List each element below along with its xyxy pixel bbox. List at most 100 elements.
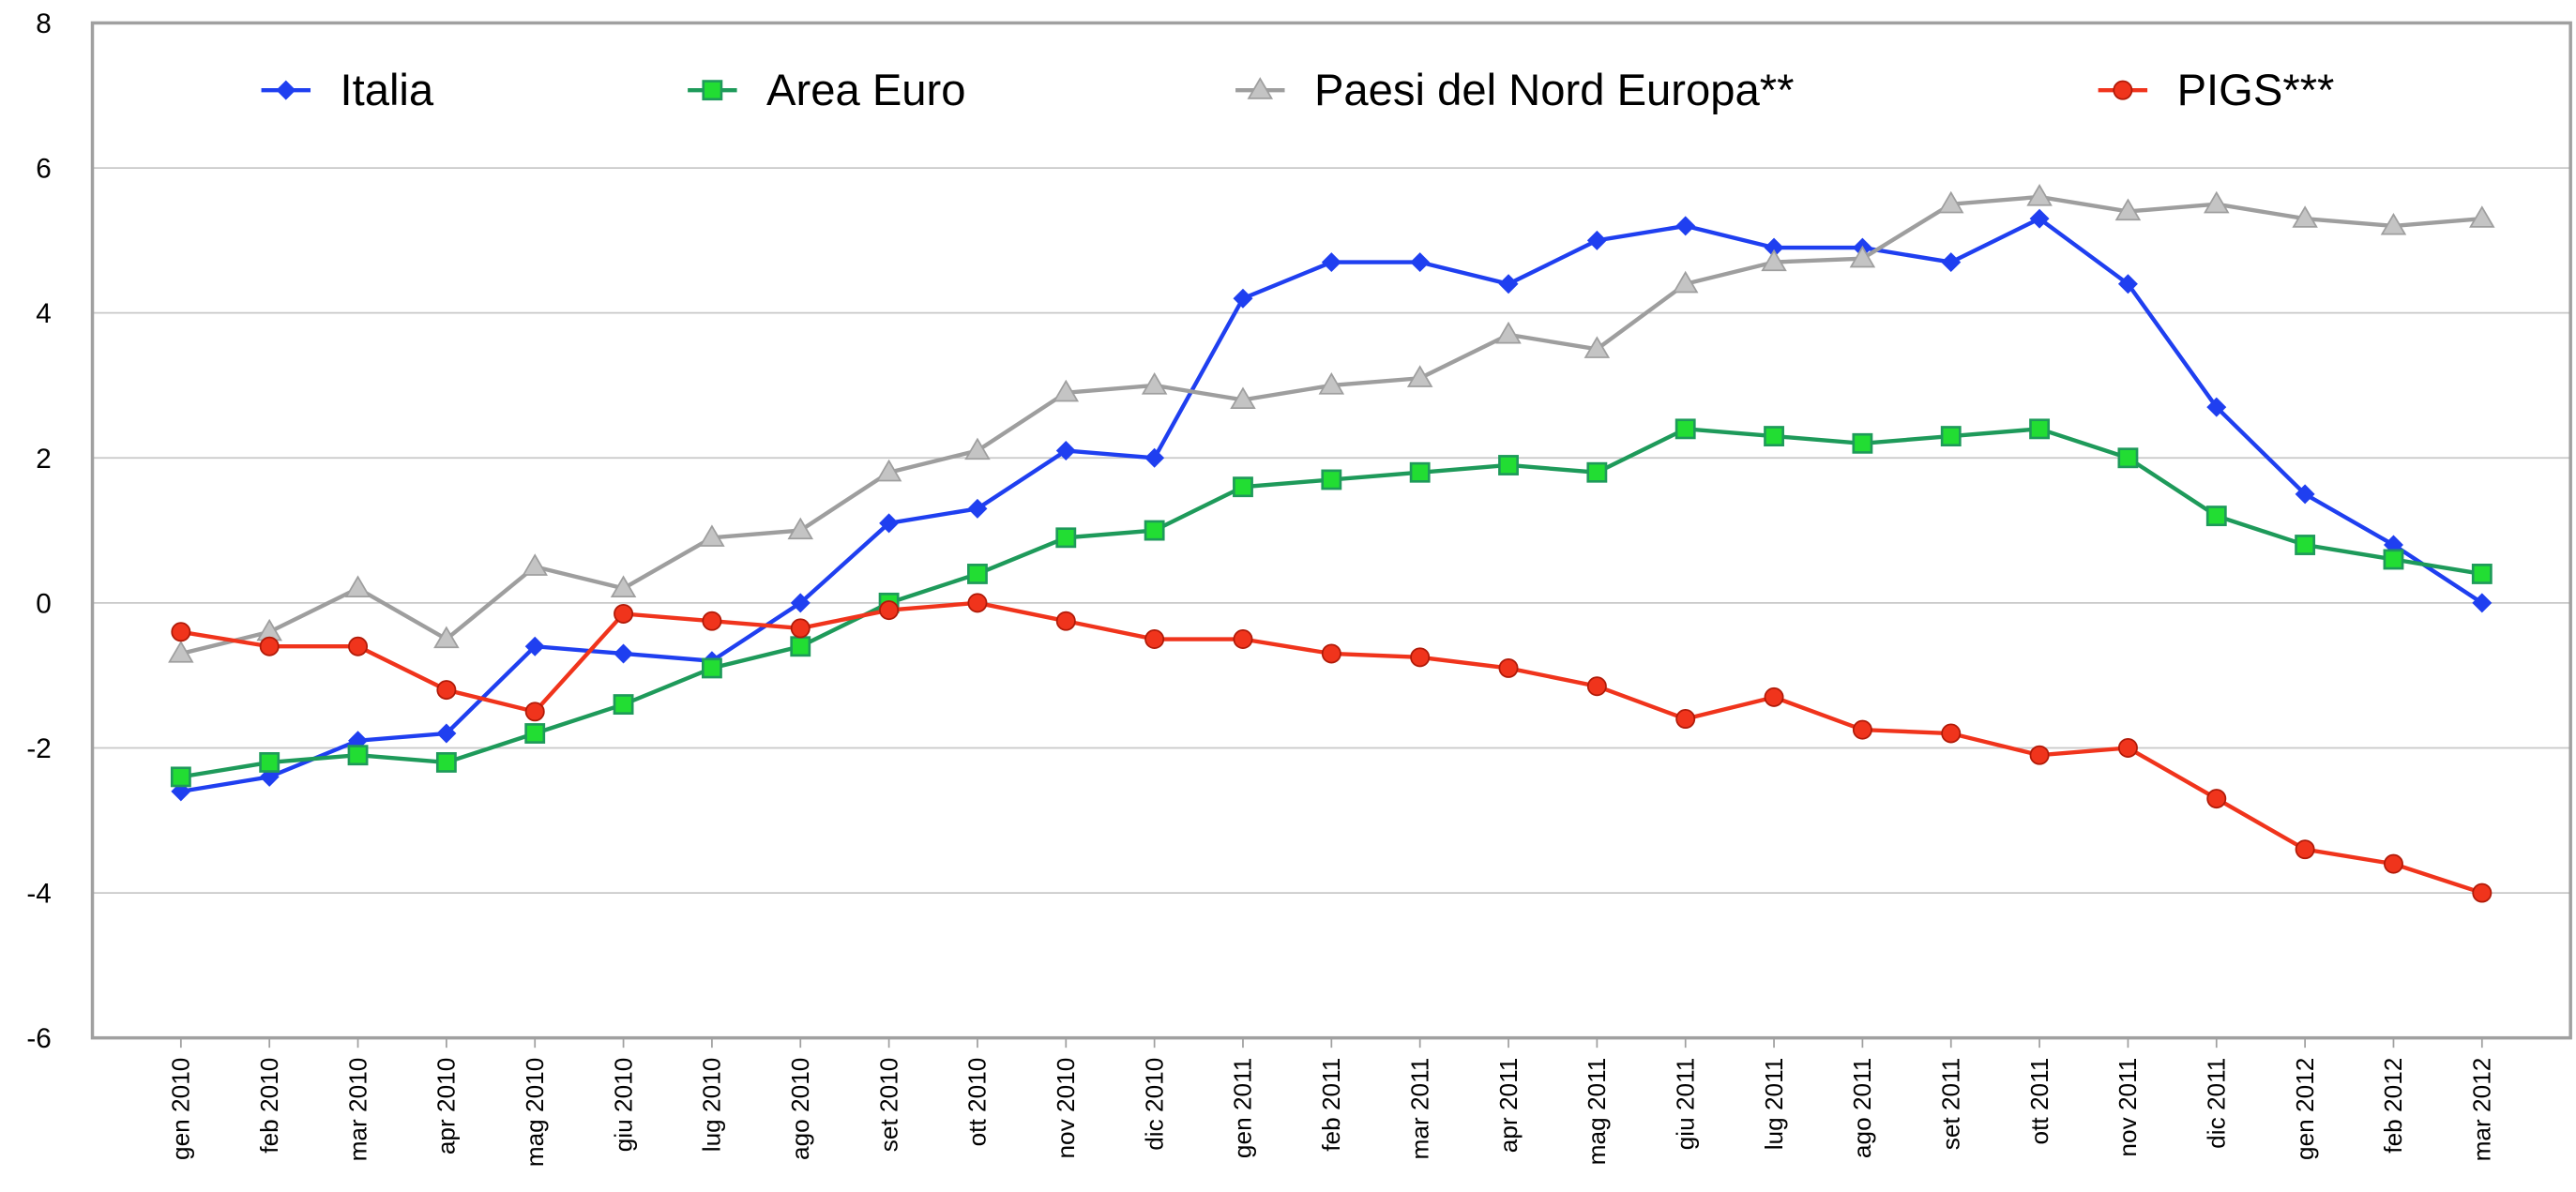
point: [2292, 205, 2318, 228]
point: [613, 694, 634, 716]
legend-marker: [702, 80, 723, 101]
point: [1675, 216, 1696, 236]
y-tick-label: 2: [36, 444, 52, 475]
point: [790, 636, 811, 657]
point: [2026, 184, 2053, 206]
point: [1937, 190, 1964, 214]
x-tick-label: mar 2010: [343, 1058, 371, 1162]
series-line: [180, 216, 2484, 794]
point: [1764, 687, 1784, 707]
point: [524, 723, 546, 744]
point: [1053, 379, 1080, 402]
y-tick-label: -2: [26, 733, 51, 764]
point: [614, 603, 634, 624]
x-tick-label: lug 2010: [698, 1058, 726, 1153]
point: [1233, 476, 1253, 498]
point: [2383, 853, 2403, 874]
point: [614, 643, 634, 664]
point: [1144, 629, 1165, 650]
point: [348, 636, 369, 656]
point: [790, 618, 811, 639]
legend-item: Area Euro: [688, 66, 966, 115]
x-tick-label: gen 2011: [1229, 1058, 1257, 1158]
legend-item: Italia: [261, 66, 434, 115]
point: [2206, 789, 2227, 809]
point: [2472, 883, 2493, 903]
point: [1410, 252, 1431, 273]
point: [879, 513, 900, 534]
point: [2117, 447, 2139, 469]
x-tick-label: feb 2012: [2379, 1058, 2407, 1154]
point: [2295, 484, 2315, 505]
point: [1764, 426, 1784, 447]
y-tick-label: 6: [36, 154, 52, 185]
point: [2029, 745, 2050, 765]
point: [787, 517, 814, 540]
point: [2295, 839, 2315, 860]
y-tick-label: 4: [36, 298, 52, 329]
point: [1852, 719, 1872, 740]
point: [1321, 252, 1341, 273]
legend-label: Area Euro: [766, 66, 965, 115]
legend-item: PIGS***: [2098, 66, 2335, 115]
point: [1406, 365, 1433, 387]
point: [168, 641, 194, 663]
x-tick-label: dic 2011: [2203, 1058, 2231, 1149]
legend-label: Italia: [340, 66, 433, 115]
y-tick-label: 0: [36, 588, 52, 619]
legend-marker: [2113, 80, 2133, 100]
x-tick-label: mag 2011: [1583, 1058, 1611, 1166]
point: [2117, 274, 2138, 294]
x-tick-label: ott 2010: [963, 1058, 992, 1147]
x-tick-label: giu 2010: [609, 1058, 637, 1153]
x-tick-label: dic 2010: [1140, 1058, 1168, 1151]
point: [344, 575, 371, 598]
point: [1672, 270, 1699, 294]
point: [1055, 611, 1076, 631]
point: [1586, 230, 1607, 250]
point: [1674, 418, 1696, 440]
x-tick-label: ott 2011: [2025, 1058, 2053, 1145]
point: [2469, 205, 2495, 228]
point: [1498, 274, 1519, 294]
x-tick-label: set 2010: [874, 1058, 902, 1153]
point: [1144, 520, 1165, 541]
point: [879, 600, 900, 621]
point: [1055, 441, 1076, 461]
point: [1230, 386, 1256, 410]
point: [1941, 723, 1962, 744]
point: [875, 459, 902, 482]
point: [701, 657, 722, 679]
point: [2295, 535, 2316, 555]
point: [1141, 371, 1168, 395]
legend-label: PIGS***: [2177, 66, 2335, 115]
point: [1583, 336, 1611, 358]
x-tick-label: mar 2011: [1405, 1058, 1433, 1160]
point: [259, 636, 280, 656]
point: [1586, 676, 1607, 697]
point: [1409, 461, 1431, 483]
x-tick-label: nov 2010: [1052, 1058, 1080, 1159]
point: [524, 702, 545, 722]
plot-border: [90, 21, 2572, 1040]
point: [259, 751, 280, 773]
point: [1321, 469, 1342, 490]
point: [2029, 208, 2050, 229]
x-tick-label: apr 2010: [432, 1058, 461, 1155]
point: [1940, 426, 1962, 447]
point: [2383, 549, 2404, 570]
x-tick-label: ago 2011: [1848, 1058, 1876, 1158]
point: [1233, 629, 1253, 650]
point: [964, 437, 991, 460]
y-tick-label: -6: [26, 1023, 51, 1054]
y-tick-label: -4: [26, 879, 51, 910]
x-tick-label: set 2011: [1936, 1058, 1964, 1151]
x-tick-label: apr 2011: [1494, 1058, 1523, 1154]
point: [1675, 709, 1696, 730]
point: [1410, 647, 1431, 668]
point: [1321, 643, 1341, 664]
point: [1233, 288, 1253, 309]
point: [2471, 564, 2493, 584]
point: [1941, 252, 1962, 273]
point: [1318, 371, 1345, 395]
